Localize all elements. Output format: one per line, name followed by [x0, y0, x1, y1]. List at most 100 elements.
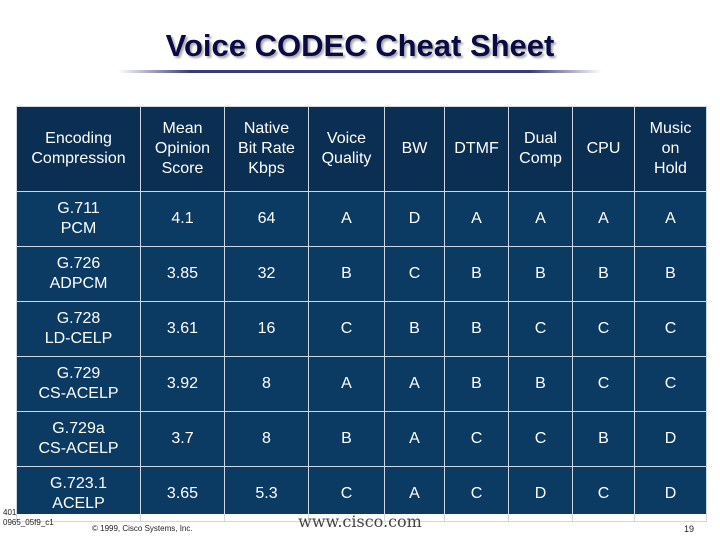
table-cell: B [444, 356, 509, 412]
column-header-line: Hold [654, 160, 687, 177]
table-cell: A [634, 191, 707, 247]
table-cell: C [384, 246, 445, 302]
codec-name-line: ADPCM [49, 275, 108, 292]
table-cell: C [634, 356, 707, 412]
table-row: G.711 PCM 4.1 64 A D A A A A [16, 191, 707, 247]
column-header: Dual Comp [508, 106, 573, 192]
table-cell: A [384, 466, 445, 522]
column-header: Mean Opinion Score [140, 106, 225, 192]
table-header-row: Encoding Compression Mean Opinion Score Nativ… [16, 106, 707, 192]
table-cell: B [444, 246, 509, 302]
table-cell: C [572, 301, 635, 357]
column-header: Voice Quality [308, 106, 385, 192]
codec-name-line: G.729a [52, 420, 105, 437]
table-cell: 3.92 [140, 356, 225, 412]
table-cell: C [508, 411, 573, 467]
table-cell: C [444, 411, 509, 467]
table-row: G.728 LD-CELP 3.61 16 C B B C C C [16, 301, 707, 357]
codec-name-cell: G.723.1 ACELP [16, 466, 141, 522]
codec-name-cell: G.726 ADPCM [16, 246, 141, 302]
column-header-line: Quality [321, 150, 372, 167]
column-header-line: Score [161, 160, 204, 177]
table-cell: A [384, 411, 445, 467]
codec-name-line: PCM [60, 220, 97, 237]
table-cell: A [572, 191, 635, 247]
table-cell: B [508, 356, 573, 412]
table-cell: D [634, 466, 707, 522]
codec-name-line: G.711 [57, 200, 100, 217]
table-cell: 3.65 [140, 466, 225, 522]
table-cell: 3.85 [140, 246, 225, 302]
table-cell: A [508, 191, 573, 247]
table-row: G.729 CS-ACELP 3.92 8 A A B B C C [16, 356, 707, 412]
table-cell: B [572, 246, 635, 302]
codec-name-cell: G.729 CS-ACELP [16, 356, 141, 412]
column-header-line: Opinion [154, 140, 211, 157]
column-header-line: Bit Rate [238, 140, 295, 157]
table-body: G.711 PCM 4.1 64 A D A A A A G.726 ADPCM 3.85 32 B C B B B… [16, 191, 707, 522]
table-cell: B [634, 246, 707, 302]
table-cell: D [508, 466, 573, 522]
table-row: G.729a CS-ACELP 3.7 8 B A C C B D [16, 411, 707, 467]
slide-title: Voice CODEC Cheat Sheet [165, 28, 555, 63]
table-cell: C [308, 301, 385, 357]
column-header-line: Native [243, 120, 290, 137]
codec-name-line: G.729 [56, 365, 101, 382]
table-cell: C [634, 301, 707, 357]
column-header-line: Kbps [248, 160, 285, 177]
slide-id-line1: 401 [3, 508, 17, 517]
column-header-line: Dual [524, 130, 557, 147]
codec-name-line: G.723.1 [50, 475, 107, 492]
table-cell: B [308, 411, 385, 467]
table-cell: A [384, 356, 445, 412]
codec-name-line: LD-CELP [44, 330, 113, 347]
table-cell: 16 [224, 301, 309, 357]
column-header-line: Encoding [45, 130, 112, 147]
table-cell: B [572, 411, 635, 467]
column-header: BW [384, 106, 445, 192]
table-cell: C [508, 301, 573, 357]
table-cell: 5.3 [224, 466, 309, 522]
table-cell: 3.7 [140, 411, 225, 467]
table-cell: B [508, 246, 573, 302]
page-number: 19 [683, 524, 694, 534]
column-header: Encoding Compression [16, 106, 141, 192]
column-header-line: on [661, 140, 680, 157]
codec-name-line: ACELP [52, 495, 105, 512]
table-row: G.726 ADPCM 3.85 32 B C B B B B [16, 246, 707, 302]
codec-name-cell: G.711 PCM [16, 191, 141, 247]
table-cell: 4.1 [140, 191, 225, 247]
table-cell: C [444, 466, 509, 522]
column-header-line: Voice [326, 130, 367, 147]
codec-table-container: Encoding Compression Mean Opinion Score Nativ… [16, 106, 707, 522]
codec-name-line: CS-ACELP [38, 385, 119, 402]
codec-name-line: CS-ACELP [38, 440, 119, 457]
table-cell: A [308, 356, 385, 412]
column-header: DTMF [444, 106, 509, 192]
codec-name-line: G.728 [56, 310, 101, 327]
table-cell: B [308, 246, 385, 302]
codec-name-line: G.726 [56, 255, 101, 272]
codec-name-cell: G.728 LD-CELP [16, 301, 141, 357]
codec-table: Encoding Compression Mean Opinion Score Nativ… [16, 106, 707, 522]
codec-name-cell: G.729a CS-ACELP [16, 411, 141, 467]
column-header: Native Bit Rate Kbps [224, 106, 309, 192]
column-header-line: Mean [162, 120, 203, 137]
table-cell: 64 [224, 191, 309, 247]
table-cell: D [634, 411, 707, 467]
table-cell: A [308, 191, 385, 247]
column-header-line: Compression [31, 150, 126, 167]
table-cell: 3.61 [140, 301, 225, 357]
table-cell: 32 [224, 246, 309, 302]
column-header-line: Comp [519, 150, 562, 167]
table-cell: 8 [224, 356, 309, 412]
slide-id-line2: 0965_05f9_c1 [3, 518, 54, 527]
table-cell: D [384, 191, 445, 247]
column-header-line: Music [649, 120, 692, 137]
table-cell: B [444, 301, 509, 357]
column-header-line: CPU [586, 140, 621, 157]
table-cell: C [572, 356, 635, 412]
footer-url: www.cisco.com [298, 512, 422, 531]
table-cell: A [444, 191, 509, 247]
table-row: G.723.1 ACELP 3.65 5.3 C A C D C D [16, 466, 707, 522]
